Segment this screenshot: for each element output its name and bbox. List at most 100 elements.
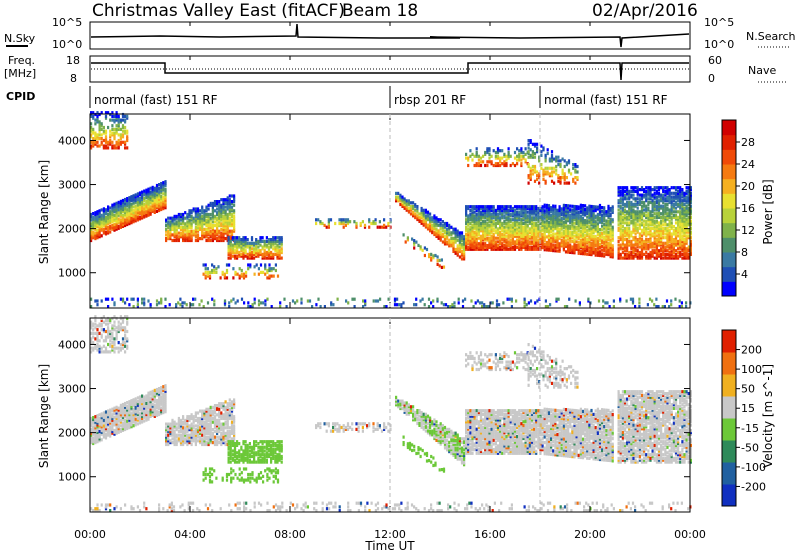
data-cell: [458, 238, 461, 242]
data-cell: [547, 224, 551, 228]
data-cell: [596, 237, 599, 241]
data-cell: [126, 217, 129, 221]
data-cell: [109, 226, 112, 230]
data-cell: [201, 227, 204, 231]
data-cell: [362, 299, 365, 303]
data-cell: [664, 186, 667, 190]
data-cell: [541, 221, 544, 226]
data-cell: [90, 224, 93, 228]
data-cell: [513, 240, 517, 244]
nsearch-tick-top: 10^5: [704, 16, 734, 29]
data-cell: [199, 218, 202, 222]
data-cell: [115, 214, 118, 218]
data-cell: [562, 213, 565, 217]
data-cell: [164, 206, 167, 210]
data-cell: [475, 225, 478, 229]
data-cell: [398, 303, 401, 307]
data-cell: [128, 205, 131, 209]
data-cell: [603, 213, 606, 217]
data-cell: [626, 239, 629, 243]
data-cell: [92, 114, 95, 118]
data-cell: [535, 205, 538, 209]
data-cell: [233, 254, 237, 258]
data-cell: [121, 133, 125, 137]
data-cell: [90, 437, 93, 441]
data-cell: [463, 249, 466, 254]
data-cell: [664, 191, 667, 195]
data-cell: [448, 233, 451, 237]
data-cell: [638, 232, 641, 236]
data-cell: [672, 202, 675, 206]
data-cell: [230, 218, 234, 222]
data-cell: [164, 182, 167, 186]
data-cell: [499, 236, 502, 240]
data-cell: [564, 207, 568, 211]
data-cell: [499, 223, 502, 227]
data-cell: [443, 225, 447, 229]
data-cell: [92, 223, 95, 227]
data-cell: [662, 249, 665, 253]
data-cell: [424, 219, 427, 224]
data-cell: [522, 156, 525, 160]
data-cell: [535, 247, 538, 251]
data-cell: [576, 170, 579, 174]
data-cell: [571, 247, 574, 251]
data-cell: [609, 219, 612, 224]
data-cell: [242, 247, 245, 251]
data-cell: [272, 241, 275, 245]
data-cell: [640, 213, 644, 218]
data-cell: [657, 228, 661, 232]
data-cell: [586, 206, 589, 210]
data-cell: [626, 249, 629, 253]
data-cell: [164, 200, 167, 204]
data-cell: [186, 237, 189, 241]
data-cell: [516, 219, 519, 224]
data-cell: [564, 215, 568, 219]
data-cell: [518, 240, 521, 244]
data-cell: [528, 221, 531, 225]
data-cell: [145, 199, 148, 203]
data-cell: [535, 234, 538, 238]
data-cell: [507, 154, 510, 158]
data-cell: [666, 191, 669, 195]
data-cell: [492, 223, 495, 227]
data-cell: [621, 219, 624, 223]
data-cell: [670, 250, 673, 255]
data-cell: [96, 120, 99, 124]
data-cell: [102, 424, 105, 428]
data-cell: [266, 268, 269, 273]
data-cell: [263, 252, 266, 256]
data-cell: [559, 163, 562, 167]
data-cell: [537, 242, 540, 246]
data-cell: [423, 303, 426, 307]
data-cell: [560, 212, 563, 216]
data-cell: [276, 256, 279, 260]
data-cell: [488, 156, 491, 160]
data-cell: [221, 272, 224, 276]
data-cell: [605, 228, 608, 232]
data-cell: [179, 222, 183, 226]
data-cell: [220, 214, 223, 218]
data-cell: [113, 131, 116, 135]
data-cell: [424, 223, 427, 227]
data-cell: [439, 234, 442, 238]
data-cell: [121, 114, 125, 118]
data-cell: [433, 232, 436, 237]
data-cell: [452, 246, 455, 250]
data-cell: [660, 226, 663, 231]
data-cell: [145, 208, 148, 213]
data-cell: [268, 267, 271, 271]
data-cell: [415, 303, 418, 307]
data-cell: [586, 210, 589, 214]
data-cell: [541, 225, 544, 229]
data-cell: [685, 212, 688, 216]
data-cell: [666, 245, 669, 249]
data-cell: [280, 238, 283, 242]
data-cell: [433, 216, 436, 220]
data-cell: [171, 218, 174, 222]
data-cell: [429, 221, 432, 225]
data-cell: [240, 254, 243, 258]
data-cell: [510, 299, 513, 303]
data-cell: [662, 195, 665, 199]
data-cell: [233, 200, 236, 204]
